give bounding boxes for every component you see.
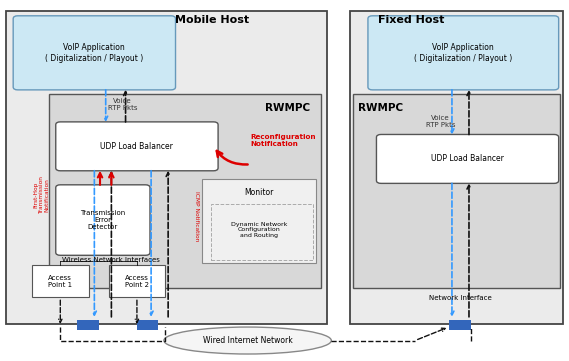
Bar [77, 320, 99, 330]
Text: UDP Load Balancer: UDP Load Balancer [431, 155, 504, 164]
Text: Dynamic Network
Configuration
and Routing: Dynamic Network Configuration and Routin… [231, 222, 287, 238]
Text: VoIP Application
( Digitalization / Playout ): VoIP Application ( Digitalization / Play… [45, 43, 143, 62]
Bar [449, 320, 471, 330]
Text: Network Interface: Network Interface [429, 295, 492, 301]
Bar [49, 94, 321, 288]
FancyBboxPatch shape [13, 16, 175, 90]
Ellipse shape [164, 327, 331, 354]
Text: Wireless Network Interfaces: Wireless Network Interfaces [63, 257, 160, 263]
Text: Voice
RTP Pkts: Voice RTP Pkts [108, 99, 138, 112]
Text: Transmission
Error
Detector: Transmission Error Detector [80, 210, 126, 230]
FancyBboxPatch shape [56, 122, 218, 171]
Bar [353, 94, 560, 288]
Bar [6, 12, 327, 324]
Text: RWMPC: RWMPC [358, 103, 403, 113]
FancyBboxPatch shape [377, 134, 559, 183]
Text: Access
Point 1: Access Point 1 [48, 275, 72, 288]
Text: Reconfiguration
Notification: Reconfiguration Notification [250, 134, 316, 147]
Text: Mobile Host: Mobile Host [175, 16, 249, 26]
Text: UDP Load Balancer: UDP Load Balancer [101, 142, 174, 151]
Bar [32, 265, 89, 297]
Text: Wired Internet Network: Wired Internet Network [203, 336, 292, 345]
Text: RWMPC: RWMPC [265, 103, 310, 113]
Text: ICMP Notification: ICMP Notification [194, 191, 199, 242]
Bar [109, 265, 166, 297]
Bar [350, 12, 563, 324]
Bar [211, 204, 313, 260]
FancyBboxPatch shape [56, 185, 150, 255]
Text: Monitor: Monitor [244, 188, 274, 197]
FancyBboxPatch shape [368, 16, 559, 90]
Bar [137, 320, 159, 330]
Bar [202, 179, 316, 263]
Text: VoIP Application
( Digitalization / Playout ): VoIP Application ( Digitalization / Play… [414, 43, 513, 62]
Text: Access
Point 2: Access Point 2 [125, 275, 149, 288]
Text: Voice
RTP Pkts: Voice RTP Pkts [426, 115, 455, 128]
Text: Fixed Host: Fixed Host [378, 16, 444, 26]
Text: First-Hop
Transmission
Notification: First-Hop Transmission Notification [33, 176, 50, 214]
